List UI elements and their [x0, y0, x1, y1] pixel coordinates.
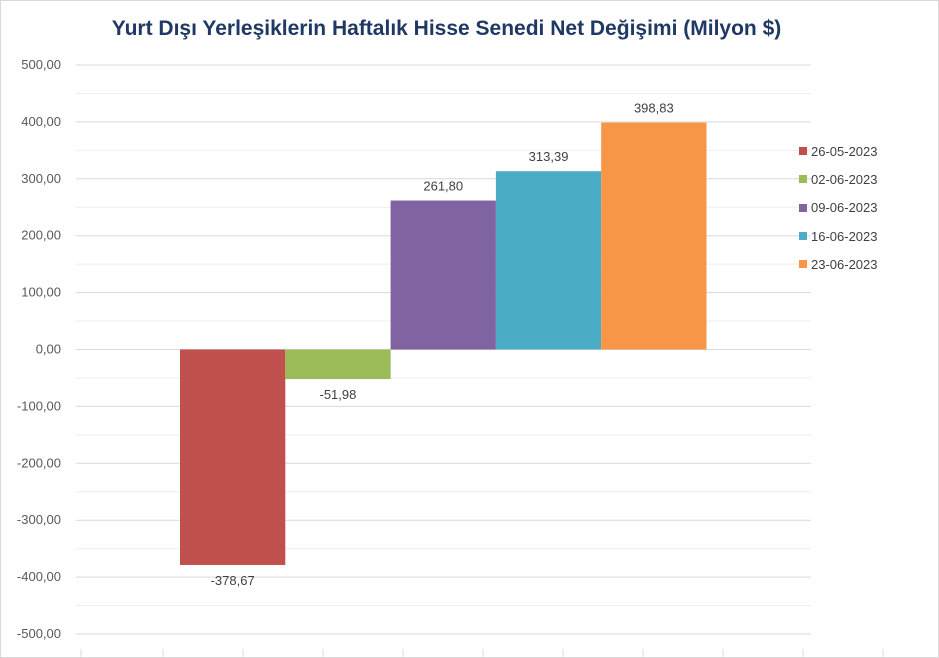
- legend-label: 26-05-2023: [811, 143, 878, 159]
- bar-26-05-2023: [180, 349, 286, 565]
- bar-09-06-2023: [390, 200, 496, 350]
- data-label: 261,80: [423, 179, 463, 194]
- y-tick-label: 400,00: [21, 114, 61, 129]
- y-axis: 500,00 400,00 300,00 200,00 100,00 0,00 -100,0…: [17, 57, 61, 641]
- chart-title: Yurt Dışı Yerleşiklerin Haftalık Hisse S…: [111, 17, 782, 40]
- legend-item: 26-05-2023: [799, 137, 878, 165]
- y-tick-label: 0,00: [36, 342, 61, 357]
- data-labels: -378,67 -51,98 261,80 313,39 398,83: [211, 101, 674, 588]
- legend: 26-05-2023 02-06-2023 09-06-2023 16-06-2023…: [799, 137, 878, 278]
- legend-item: 16-06-2023: [799, 222, 878, 250]
- y-tick-label: -400,00: [17, 569, 61, 584]
- legend-label: 16-06-2023: [811, 228, 878, 244]
- legend-swatch: [799, 260, 807, 269]
- legend-item: 09-06-2023: [799, 194, 878, 222]
- y-tick-label: -100,00: [17, 398, 61, 413]
- legend-swatch: [799, 147, 807, 156]
- y-tick-label: 500,00: [21, 57, 61, 72]
- data-label: -378,67: [211, 573, 255, 588]
- y-tick-label: -500,00: [17, 626, 61, 641]
- bar-23-06-2023: [601, 122, 707, 350]
- bar-02-06-2023: [285, 349, 391, 380]
- data-label: 398,83: [634, 101, 674, 116]
- y-tick-label: 300,00: [21, 171, 61, 186]
- y-tick-label: -200,00: [17, 455, 61, 470]
- legend-item: 02-06-2023: [799, 165, 878, 193]
- legend-label: 09-06-2023: [811, 200, 878, 216]
- legend-swatch: [799, 203, 807, 212]
- y-tick-label: -300,00: [17, 512, 61, 527]
- legend-label: 23-06-2023: [811, 256, 878, 272]
- bar-16-06-2023: [495, 171, 602, 350]
- bars: [180, 122, 707, 565]
- legend-item: 23-06-2023: [799, 250, 878, 278]
- data-label: -51,98: [320, 387, 357, 402]
- legend-swatch: [799, 175, 807, 184]
- data-label: 313,39: [529, 149, 569, 164]
- y-tick-label: 200,00: [21, 228, 61, 243]
- y-tick-label: 100,00: [21, 285, 61, 300]
- legend-label: 02-06-2023: [811, 171, 878, 187]
- legend-swatch: [799, 232, 807, 241]
